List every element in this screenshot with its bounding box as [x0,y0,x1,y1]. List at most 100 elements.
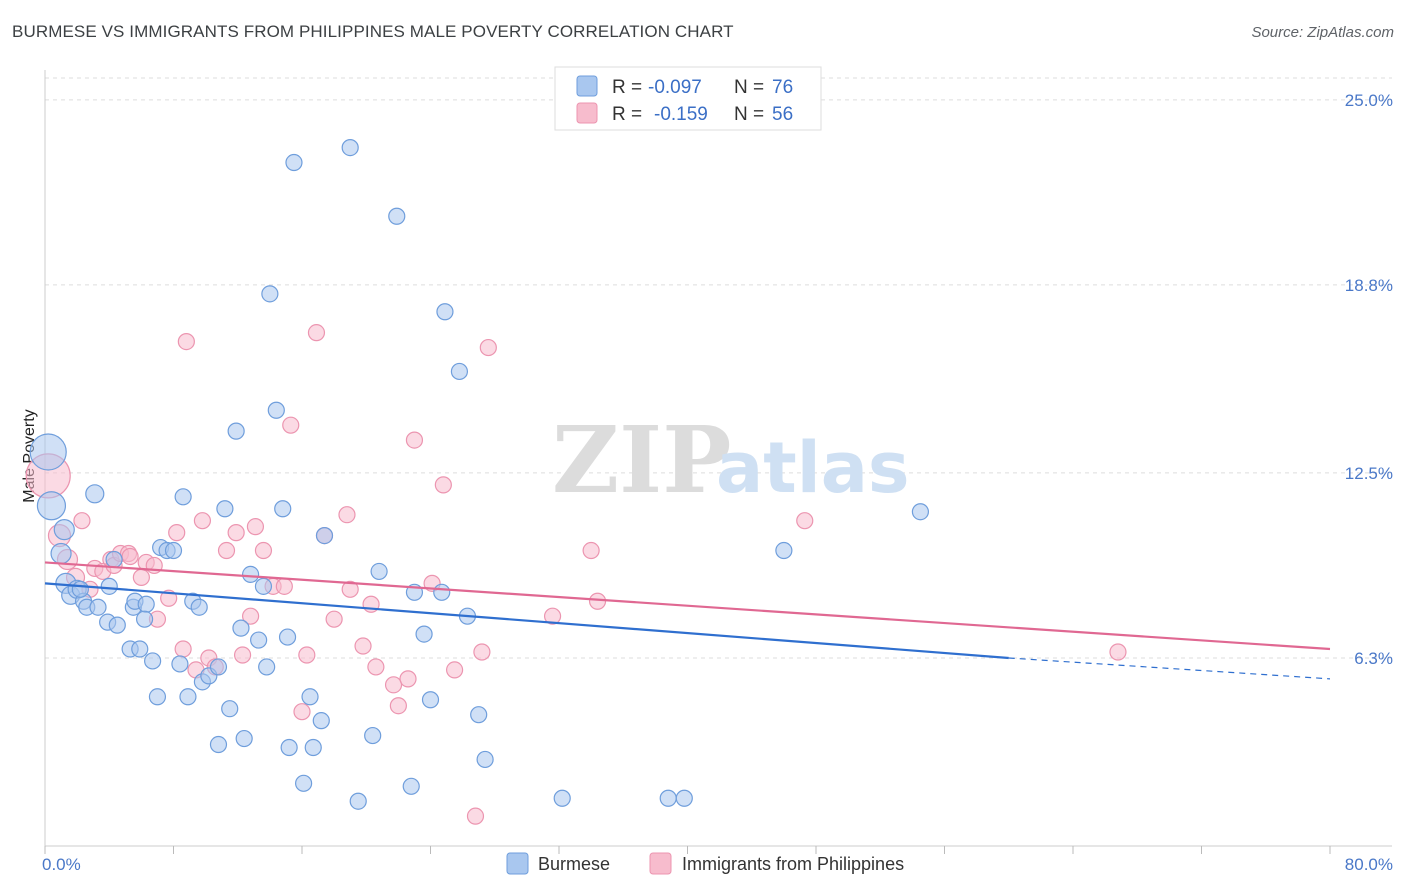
burmese-point-59 [388,207,406,225]
philippines-trend-line [44,561,1331,651]
burmese-point-70 [553,789,571,807]
burmese-point-52 [304,738,322,757]
burmese-point-43 [258,658,276,676]
legend-n-label-2: N = [734,104,764,125]
burmese-point-11 [108,616,126,634]
trend-lines [44,561,1331,680]
legend-r-value-2: -0.159 [654,104,708,125]
legend-n-value-2: 56 [772,104,793,125]
burmese-point-42 [254,577,273,595]
burmese-point-37 [227,422,245,440]
burmese-trend-extension [1008,657,1331,680]
burmese-point-34 [209,735,228,754]
philippines-point-35 [298,646,316,664]
burmese-point-46 [274,500,292,518]
philippines-point-29 [246,518,265,536]
burmese-point-36 [221,700,239,718]
burmese-point-1 [36,491,67,521]
x-tick-labels: 0.0% 80.0% [42,855,1393,874]
philippines-point-40 [341,580,359,598]
burmese-point-75 [71,580,89,598]
burmese-point-51 [301,688,319,706]
burmese-point-3 [50,542,72,565]
philippines-point-43 [367,658,385,676]
philippines-point-46 [399,670,417,688]
burmese-point-13 [105,550,123,569]
philippines-point-52 [473,643,491,661]
philippines-point-44 [384,676,403,694]
legend-r-value-1: -0.097 [648,77,702,98]
philippines-point-53 [479,338,497,357]
burmese-point-57 [364,726,382,745]
burmese-point-24 [164,541,183,560]
burmese-point-44 [261,285,279,303]
philippines-point-36 [307,324,326,342]
burmese-point-9 [89,598,107,616]
philippines-point-20 [177,333,195,351]
watermark-atlas: atlas [716,427,910,509]
philippines-point-45 [389,697,407,715]
philippines-point-38 [325,610,343,628]
philippines-point-50 [445,661,464,679]
philippines-point-54 [543,607,562,625]
burmese-point-65 [436,303,454,321]
burmese-point-62 [415,625,433,643]
philippines-point-41 [354,637,372,655]
legend-swatch-burmese [576,75,598,97]
philippines-point-57 [796,512,814,530]
burmese-point-71 [659,789,677,807]
burmese-point-73 [775,541,793,560]
philippines-point-22 [193,512,212,530]
philippines-point-18 [168,524,186,542]
philippines-point-39 [338,506,356,524]
bottom-legend-label-burmese: Burmese [538,854,610,874]
burmese-point-54 [315,526,334,545]
burmese-point-40 [242,565,260,584]
legend-r-label-1: R = [612,77,642,98]
chart-title: BURMESE VS IMMIGRANTS FROM PHILIPPINES M… [12,22,734,41]
watermark-zip: ZIP [552,406,731,514]
burmese-point-72 [675,789,693,807]
x-tick-label-1: 80.0% [1345,855,1393,874]
philippines-point-32 [275,577,293,595]
legend-n-value-1: 76 [772,77,793,98]
burmese-point-38 [232,619,250,637]
y-tick-labels: 6.3% 12.5% 18.8% 25.0% [1345,91,1393,668]
legend-box [554,66,822,131]
burmese-point-0 [29,433,67,471]
bottom-legend-swatch-philippines [649,852,672,875]
bottom-legend-label-philippines: Immigrants from Philippines [682,854,904,874]
philippines-point-58 [1109,643,1127,661]
burmese-point-63 [421,691,440,709]
philippines-point-49 [434,476,452,494]
burmese-point-45 [267,401,285,419]
burmese-point-2 [53,519,75,541]
bottom-legend: Burmese Immigrants from Philippines [506,852,904,875]
philippines-point-19 [174,640,192,658]
legend-swatch-philippines [576,102,598,124]
burmese-point-47 [278,628,297,646]
burmese-point-53 [312,712,330,730]
burmese-point-41 [250,631,268,649]
burmese-point-58 [370,562,388,581]
burmese-point-69 [476,750,494,769]
series-burmese-points [29,139,930,810]
philippines-point-51 [466,807,485,825]
burmese-point-48 [280,738,298,757]
burmese-point-21 [144,652,162,670]
burmese-point-33 [209,658,228,676]
watermark: ZIP atlas [552,406,910,514]
burmese-point-49 [285,153,303,172]
philippines-point-47 [405,431,424,449]
philippines-point-25 [217,541,236,560]
burmese-point-27 [174,488,192,506]
x-tick-label-0: 0.0% [42,855,81,874]
series-philippines-points [25,324,1127,825]
burmese-trend-line [44,582,1009,660]
burmese-point-12 [100,577,118,595]
burmese-point-60 [402,777,420,795]
philippines-point-26 [227,524,245,542]
y-tick-label-1: 12.5% [1345,464,1393,483]
legend-r-label-2: R = [612,104,642,125]
